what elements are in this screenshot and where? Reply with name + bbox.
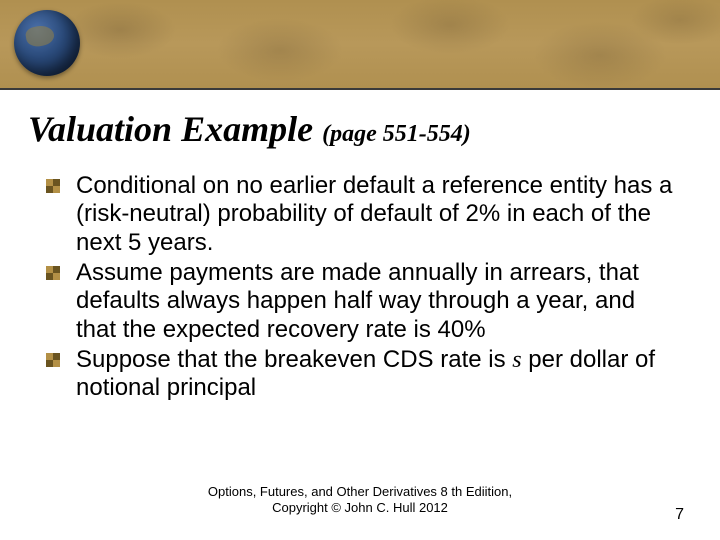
banner [0,0,720,88]
bullet-pre: Suppose that the breakeven CDS rate is [76,346,512,373]
bullet-list: Conditional on no earlier default a refe… [76,172,676,405]
bullet-text: Assume payments are made annually in arr… [76,259,676,344]
footer: Options, Futures, and Other Derivatives … [0,484,720,517]
bullet-ital: s [512,347,521,373]
slide-title: Valuation Example (page 551-554) [28,108,471,150]
title-sub: (page 551-554) [322,121,471,147]
footer-line2: Copyright © John C. Hull 2012 [272,500,448,515]
globe-icon [14,10,80,76]
banner-underline [0,88,720,90]
list-item: Conditional on no earlier default a refe… [76,172,676,257]
list-item: Assume payments are made annually in arr… [76,259,676,344]
diamond-bullet-icon [46,266,60,280]
page-number: 7 [675,506,684,524]
footer-line1: Options, Futures, and Other Derivatives … [208,484,512,499]
diamond-bullet-icon [46,179,60,193]
list-item: Suppose that the breakeven CDS rate is s… [76,346,676,403]
bullet-text: Conditional on no earlier default a refe… [76,172,676,257]
diamond-bullet-icon [46,353,60,367]
title-main: Valuation Example [28,109,322,149]
bullet-text: Suppose that the breakeven CDS rate is s… [76,346,676,403]
